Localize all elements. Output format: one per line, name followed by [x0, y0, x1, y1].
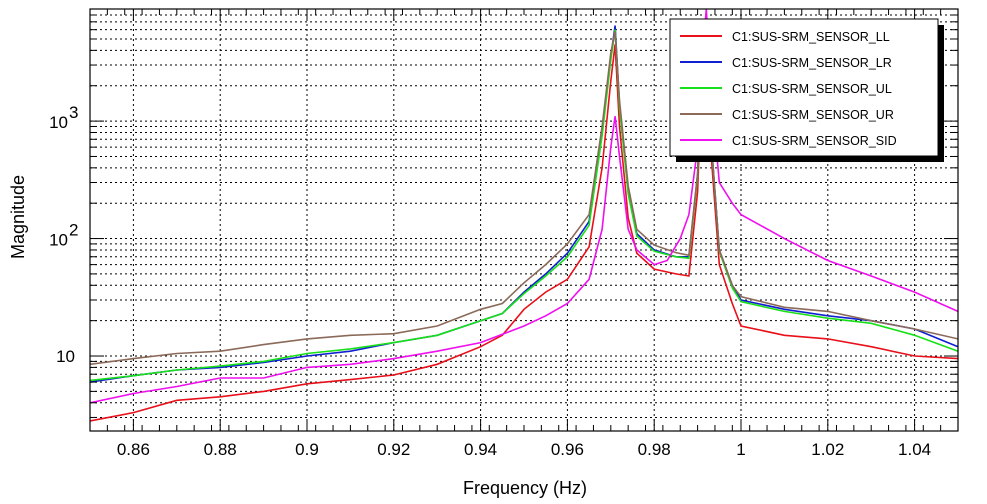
series-line-5	[90, 9, 958, 404]
legend-label: C1:SUS-SRM_SENSOR_UR	[732, 108, 894, 122]
x-tick-label: 0.9	[295, 440, 319, 459]
y-tick-label-exponent: 2	[69, 221, 78, 240]
legend-label: C1:SUS-SRM_SENSOR_LR	[732, 56, 892, 70]
y-axis-title: Magnitude	[8, 175, 28, 259]
series-line-4	[90, 31, 958, 366]
x-tick-label: 1	[736, 440, 745, 459]
legend-label: C1:SUS-SRM_SENSOR_UL	[732, 82, 892, 96]
legend-label: C1:SUS-SRM_SENSOR_LL	[732, 30, 890, 44]
y-tick-label: 10	[49, 113, 68, 132]
x-tick-label: 0.94	[464, 440, 497, 459]
x-axis-ticks: 0.86 0.88 0.9 0.92 0.94 0.96 0.98 1 1.02 1.04	[89, 9, 959, 459]
y-tick-label-exponent: 3	[69, 103, 78, 122]
x-tick-label: 0.88	[204, 440, 237, 459]
series-line-1	[90, 38, 958, 422]
x-tick-label: 0.96	[551, 440, 584, 459]
x-tick-label: 0.86	[117, 440, 150, 459]
y-tick-label: 10	[49, 231, 68, 250]
x-tick-label: 1.02	[811, 440, 844, 459]
legend-label: C1:SUS-SRM_SENSOR_SID	[732, 134, 897, 148]
x-tick-label: 1.04	[898, 440, 931, 459]
x-tick-label: 0.92	[377, 440, 410, 459]
x-axis-title: Frequency (Hz)	[463, 478, 587, 498]
x-tick-label: 0.98	[638, 440, 671, 459]
series-group	[90, 9, 958, 422]
legend: C1:SUS-SRM_SENSOR_LL C1:SUS-SRM_SENSOR_LR…	[669, 18, 944, 162]
y-tick-label: 10	[56, 347, 75, 366]
